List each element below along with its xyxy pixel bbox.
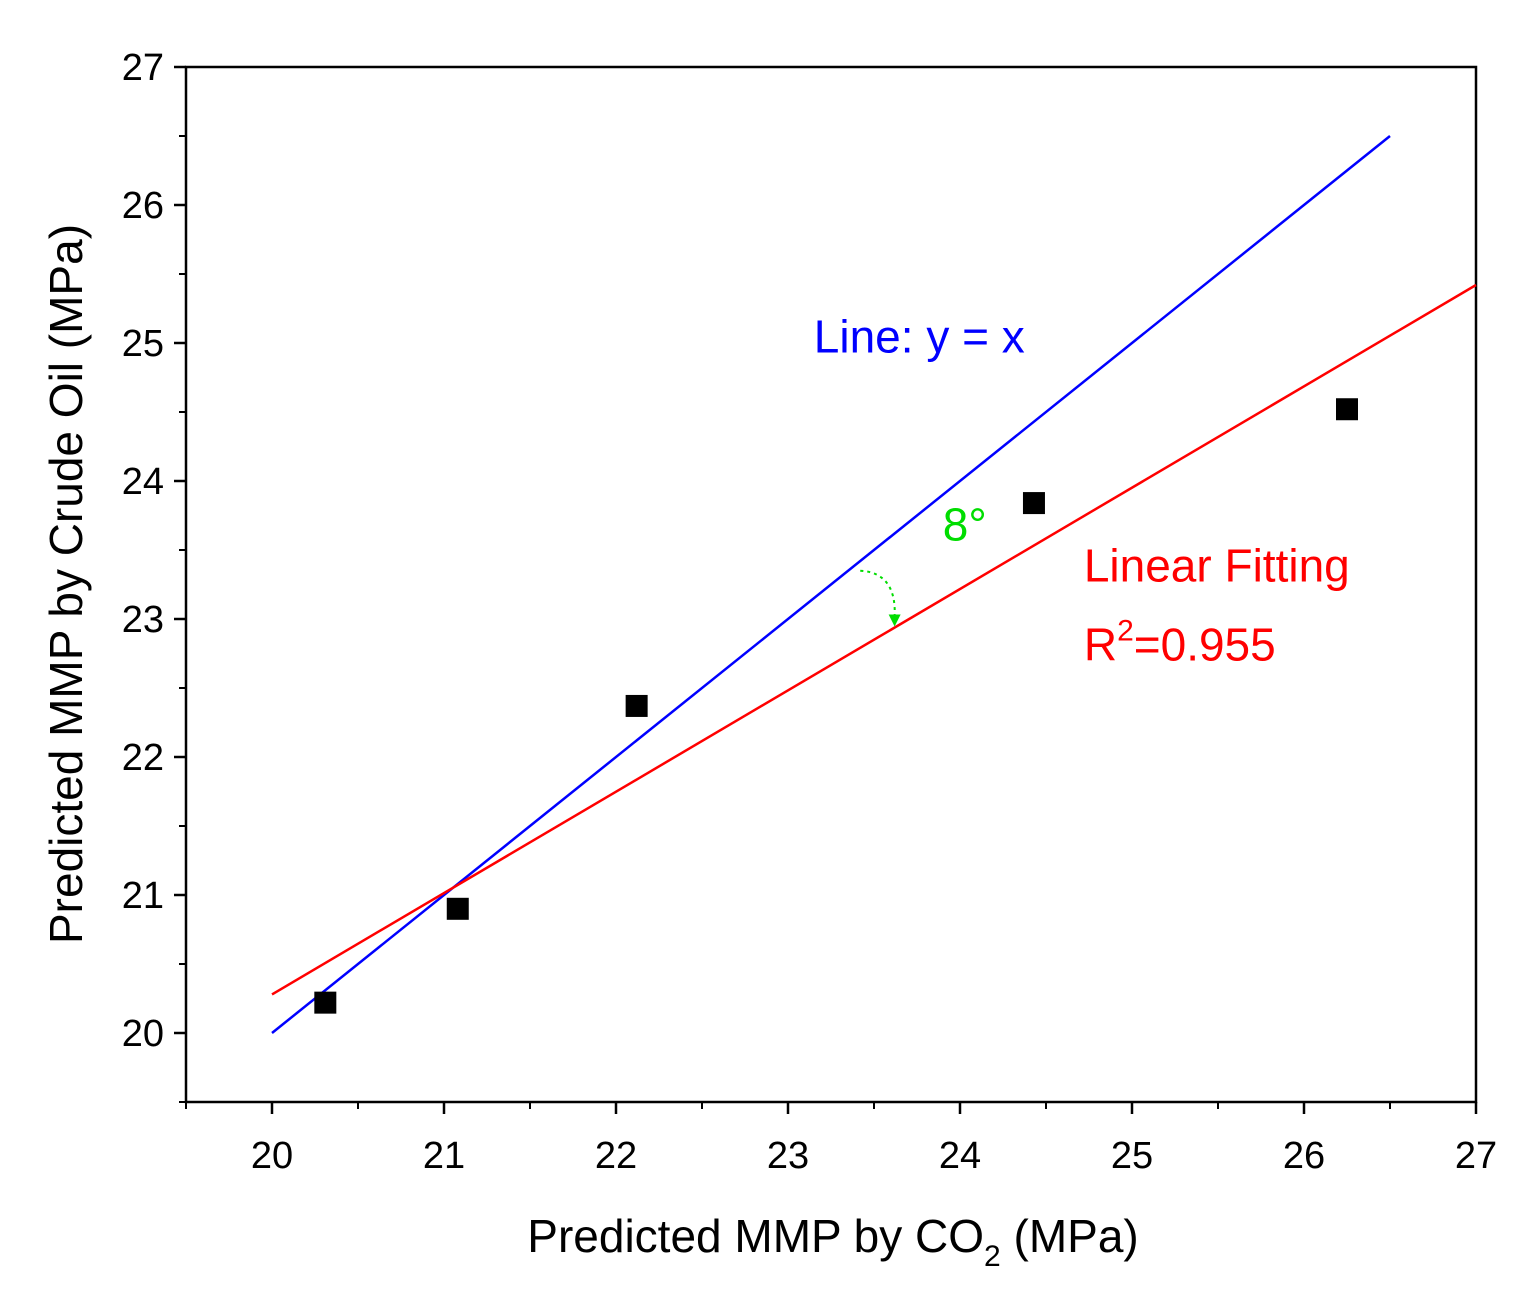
y-tick-label: 24 [122, 461, 164, 503]
r-squared-symbol: R [1084, 618, 1117, 670]
x-tick-label: 26 [1283, 1135, 1325, 1177]
scatter-points [314, 398, 1358, 1014]
data-point [314, 991, 337, 1014]
chart-annotations: Line: y = x Linear Fitting R2=0.955 8° [814, 311, 1350, 671]
x-tick-label: 20 [251, 1135, 293, 1177]
x-tick-label: 27 [1455, 1135, 1497, 1177]
fit-line [271, 283, 1477, 996]
y-tick-label: 27 [122, 47, 164, 89]
x-tick-label: 22 [595, 1135, 637, 1177]
plot-frame [184, 65, 1478, 1104]
fit-line-label: Linear Fitting [1084, 540, 1350, 592]
y-tick-label: 21 [122, 875, 164, 917]
y-tick-label: 25 [122, 323, 164, 365]
x-axis-title: Predicted MMP by CO2 (MPa) [527, 1210, 1138, 1273]
x-tick-label: 25 [1111, 1135, 1153, 1177]
y-tick-label: 23 [122, 599, 164, 641]
data-point [1336, 398, 1358, 421]
y-tick-label: 26 [122, 185, 164, 227]
r-squared-superscript: 2 [1117, 614, 1134, 647]
data-point [625, 694, 648, 717]
angle-arc [860, 569, 896, 617]
axis-ticks [174, 65, 1478, 1114]
angle-arrowhead [888, 614, 901, 627]
chart-lines [271, 135, 1477, 1034]
axis-tick-labels: 20 21 22 23 24 25 26 27 20 21 22 23 24 25 26 27 [122, 47, 1497, 1177]
r-squared-label: R2=0.955 [1084, 614, 1276, 670]
identity-line-label: Line: y = x [814, 311, 1025, 363]
x-tick-label: 21 [423, 1135, 465, 1177]
data-point [1022, 492, 1045, 515]
y-tick-label: 20 [122, 1013, 164, 1055]
angle-label: 8° [943, 498, 987, 550]
data-point [446, 897, 469, 920]
y-axis-title: Predicted MMP by Crude Oil (MPa) [40, 224, 92, 944]
y-tick-label: 22 [122, 737, 164, 779]
r-squared-value: =0.955 [1134, 618, 1276, 670]
x-tick-label: 23 [767, 1135, 809, 1177]
x-tick-label: 24 [939, 1135, 981, 1177]
